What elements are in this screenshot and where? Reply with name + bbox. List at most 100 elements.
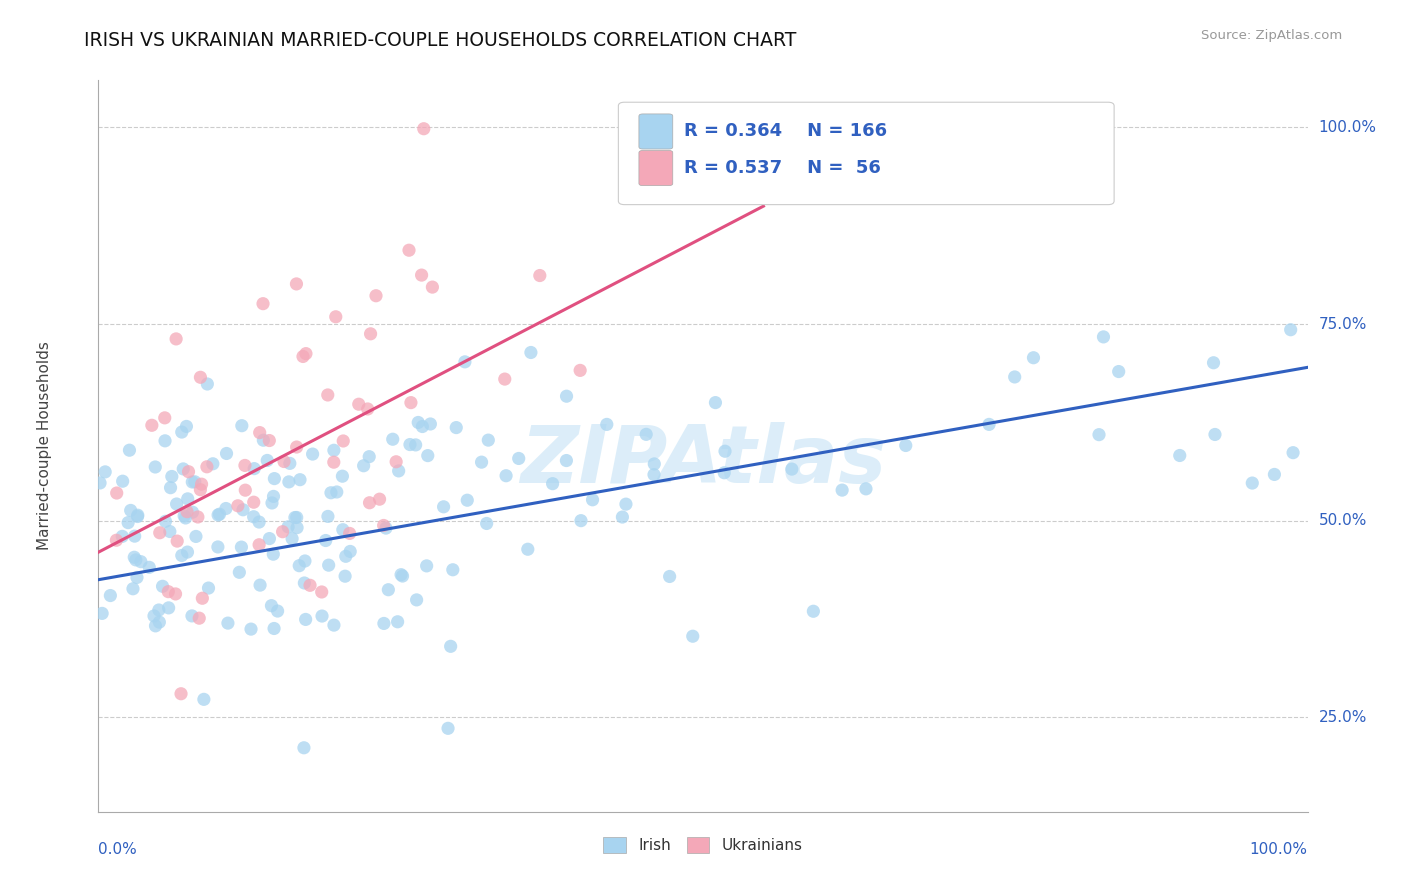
Point xyxy=(319,485,342,500)
Point xyxy=(335,549,357,564)
FancyBboxPatch shape xyxy=(619,103,1114,204)
Point xyxy=(259,532,281,546)
Text: ZIPAtlas: ZIPAtlas xyxy=(520,422,886,500)
Point xyxy=(157,600,180,615)
Point xyxy=(228,566,250,580)
Point xyxy=(149,525,172,540)
Point xyxy=(399,437,422,451)
Point xyxy=(111,529,134,543)
Point xyxy=(188,611,211,625)
Point xyxy=(176,545,198,559)
Point xyxy=(357,401,380,416)
Point xyxy=(285,510,308,524)
Text: 100.0%: 100.0% xyxy=(1319,120,1376,135)
Point xyxy=(249,425,271,440)
Point xyxy=(311,609,333,624)
Point xyxy=(419,417,441,431)
Point xyxy=(322,443,344,458)
Point xyxy=(177,465,200,479)
Point xyxy=(373,616,395,631)
Point xyxy=(177,491,200,506)
Point xyxy=(1004,370,1026,384)
Point xyxy=(242,509,264,524)
Point xyxy=(285,277,308,291)
Point xyxy=(299,578,322,592)
Point xyxy=(1108,365,1130,379)
Point xyxy=(658,569,681,583)
Point xyxy=(682,629,704,643)
Point xyxy=(181,505,204,519)
Point xyxy=(273,454,295,468)
FancyBboxPatch shape xyxy=(638,114,672,149)
Point xyxy=(555,389,578,403)
Point xyxy=(259,434,281,448)
Point xyxy=(217,616,239,631)
Point xyxy=(174,511,197,525)
Point xyxy=(368,492,391,507)
Point xyxy=(127,508,149,523)
Point xyxy=(316,388,339,402)
Point xyxy=(1022,351,1045,365)
Point xyxy=(377,582,399,597)
Text: IRISH VS UKRAINIAN MARRIED-COUPLE HOUSEHOLDS CORRELATION CHART: IRISH VS UKRAINIAN MARRIED-COUPLE HOUSEH… xyxy=(84,31,797,50)
Point xyxy=(316,509,339,524)
Point xyxy=(440,640,463,654)
Point xyxy=(242,495,264,509)
Point xyxy=(441,563,464,577)
Point xyxy=(1279,323,1302,337)
Point xyxy=(215,446,238,460)
Point xyxy=(190,477,212,491)
Point xyxy=(456,493,478,508)
Point xyxy=(165,587,187,601)
Point xyxy=(508,451,530,466)
Point xyxy=(325,310,347,324)
Point xyxy=(555,453,578,467)
Point xyxy=(278,456,301,470)
Point xyxy=(281,532,304,546)
Point xyxy=(184,529,207,543)
Point xyxy=(260,496,283,510)
Point xyxy=(181,475,204,489)
Point xyxy=(152,579,174,593)
Point xyxy=(339,526,361,541)
Point xyxy=(714,444,737,458)
Point xyxy=(333,569,356,583)
Point xyxy=(233,483,256,498)
Point xyxy=(271,524,294,539)
Point xyxy=(831,483,853,497)
Point xyxy=(801,604,824,618)
Point xyxy=(374,521,396,535)
Point xyxy=(855,482,877,496)
Point xyxy=(226,499,249,513)
Point xyxy=(454,355,477,369)
Point xyxy=(288,473,311,487)
Point xyxy=(332,523,354,537)
Point xyxy=(187,510,209,524)
Point xyxy=(1202,356,1225,370)
Point xyxy=(181,608,204,623)
Point xyxy=(1092,330,1115,344)
Point xyxy=(127,509,149,524)
Point xyxy=(153,434,176,448)
Point xyxy=(191,591,214,606)
Point xyxy=(1204,427,1226,442)
Point xyxy=(412,121,434,136)
Point xyxy=(143,609,166,624)
Point xyxy=(166,497,188,511)
Legend: Irish, Ukrainians: Irish, Ukrainians xyxy=(598,830,808,859)
Text: 100.0%: 100.0% xyxy=(1250,842,1308,857)
Point xyxy=(359,450,381,464)
Point xyxy=(252,434,274,448)
Point xyxy=(713,466,735,480)
Point xyxy=(277,520,299,534)
Point xyxy=(422,280,444,294)
Point xyxy=(240,622,263,636)
Point xyxy=(1263,467,1285,482)
Point xyxy=(148,603,170,617)
Point xyxy=(173,508,195,523)
Point xyxy=(122,550,145,565)
Point xyxy=(122,582,145,596)
Point xyxy=(294,554,316,568)
Point xyxy=(98,589,121,603)
Point xyxy=(347,397,370,411)
